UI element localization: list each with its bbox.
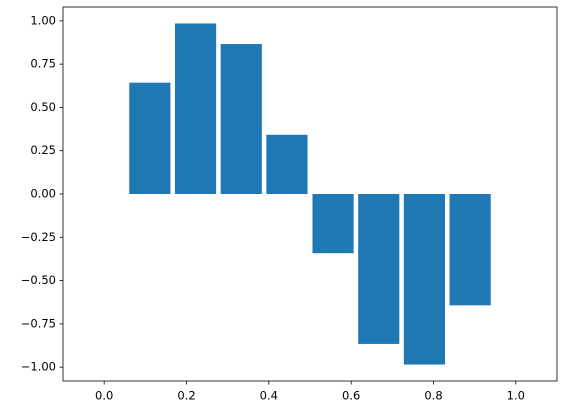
x-tick-label: 0.4: [260, 389, 278, 403]
y-tick-label: −0.50: [21, 273, 56, 287]
x-tick-label: 0.2: [177, 389, 195, 403]
bar: [266, 134, 308, 194]
bar: [403, 194, 446, 365]
y-tick-label: 0.25: [30, 143, 56, 157]
x-tick-label: 0.6: [342, 389, 360, 403]
y-tick-label: −1.00: [21, 360, 56, 374]
bar: [220, 44, 262, 194]
y-tick-label: −0.75: [21, 316, 56, 330]
bar: [358, 194, 400, 344]
y-tick-label: 0.50: [30, 100, 56, 114]
bar: [129, 82, 171, 194]
bar: [174, 23, 217, 195]
y-tick-label: 0.75: [30, 57, 56, 71]
y-tick-label: 0.00: [30, 187, 56, 201]
y-tick-label: −0.25: [21, 230, 56, 244]
y-tick-label: 1.00: [30, 13, 56, 27]
bar: [449, 194, 491, 306]
bar: [312, 194, 354, 254]
x-tick-label: 1.0: [507, 389, 525, 403]
x-tick-label: 0.0: [95, 389, 113, 403]
x-tick-label: 0.8: [424, 389, 442, 403]
